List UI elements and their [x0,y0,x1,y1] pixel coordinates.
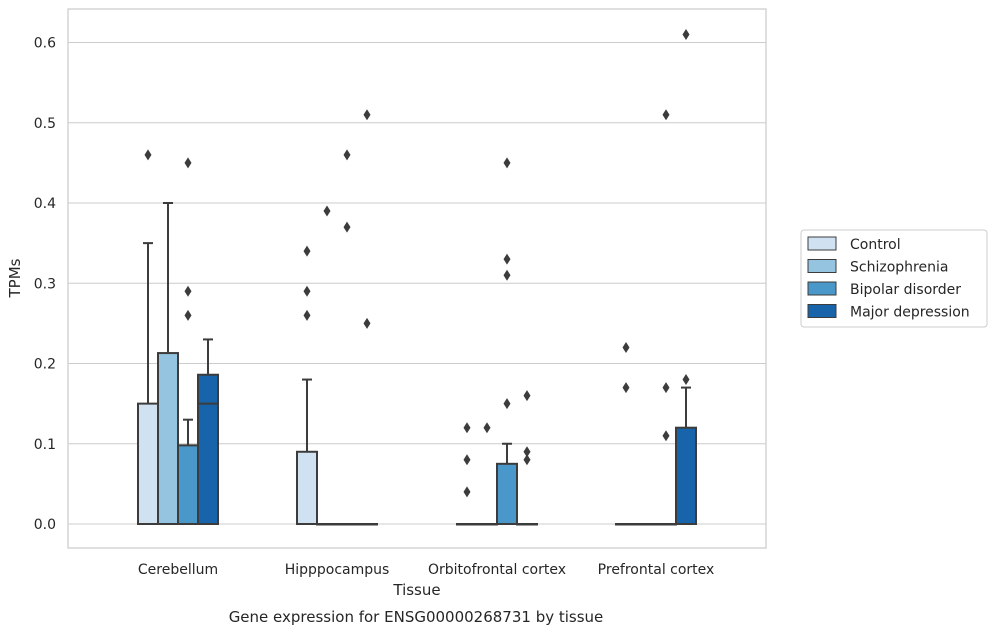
box-3-3 [675,28,697,526]
legend-swatch [807,304,837,318]
outlier-point [662,430,670,442]
outlier-point [483,422,491,434]
outlier-point [343,221,351,233]
outlier-point [184,309,192,321]
x-tick-label: Prefrontal cortex [598,562,715,578]
outlier-point [523,390,531,402]
outlier-point [363,109,371,121]
box-2-2 [496,157,518,525]
box-body [296,450,318,525]
y-tick-label: 0.1 [34,437,56,453]
y-tick-label: 0.3 [34,276,56,292]
y-axis-label: TPMs [6,258,24,298]
outlier-point [622,382,630,394]
box-groups [137,28,697,526]
box-body [675,426,697,526]
legend-label: Schizophrenia [850,260,948,276]
box-1-0 [157,202,179,525]
outlier-point [503,398,511,410]
box-2-3 [655,109,677,526]
outlier-point [184,285,192,297]
x-axis-label: Tissue [392,581,440,599]
x-tick-label: Orbitofrontal cortex [428,562,566,578]
outlier-point [682,374,690,386]
x-tick-label: Hipppocampus [285,562,390,578]
legend-swatch [807,281,837,296]
outlier-point [662,109,670,121]
box-3-0 [197,338,219,525]
y-tick-label: 0.2 [34,357,56,373]
outlier-point [184,157,192,169]
box-0-1 [296,245,318,525]
outlier-point [622,341,630,353]
outlier-point [303,285,311,297]
x-tick-labels: Cerebellum Hipppocampus Orbitofrontal cort… [138,562,714,578]
outlier-point [523,446,531,458]
outlier-point [363,317,371,329]
outlier-point [303,309,311,321]
box-0-0 [137,149,159,525]
box-body [177,444,199,526]
legend-frame [800,229,988,328]
box-0-3 [615,341,637,526]
legend-label: Control [850,237,901,253]
legend-label: Major depression [850,305,970,321]
outlier-point [503,253,511,265]
outlier-point [303,245,311,257]
outlier-point [343,149,351,161]
outlier-point [463,422,471,434]
outlier-point [144,149,152,161]
outlier-point [463,486,471,498]
y-tick-label: 0.5 [34,116,56,132]
outlier-point [503,269,511,281]
legend-label: Bipolar disorder [850,282,961,298]
plot-frame [67,8,767,549]
outlier-point [662,382,670,394]
box-body [197,373,219,525]
box-body [157,352,179,525]
legend: Control Schizophrenia Bipolar disorder Majo… [800,229,988,328]
x-tick-label: Cerebellum [138,562,218,578]
outlier-point [682,28,690,40]
y-tick-label: 0.4 [34,196,56,212]
outlier-point [463,454,471,466]
legend-swatch [807,236,837,251]
chart-caption: Gene expression for ENSG00000268731 by t… [229,608,604,626]
box-1-3 [635,523,657,526]
y-tick-labels: 0.0 0.1 0.2 0.3 0.4 0.5 0.6 [34,36,56,534]
outlier-point [323,205,331,217]
box-body [496,462,518,525]
box-3-1 [356,109,378,526]
y-tick-label: 0.6 [34,36,56,52]
outlier-point [523,454,531,466]
y-tick-label: 0.0 [34,517,56,533]
legend-swatch [807,259,837,273]
outlier-point [503,157,511,169]
box-3-2 [516,390,538,526]
box-body [137,402,159,525]
